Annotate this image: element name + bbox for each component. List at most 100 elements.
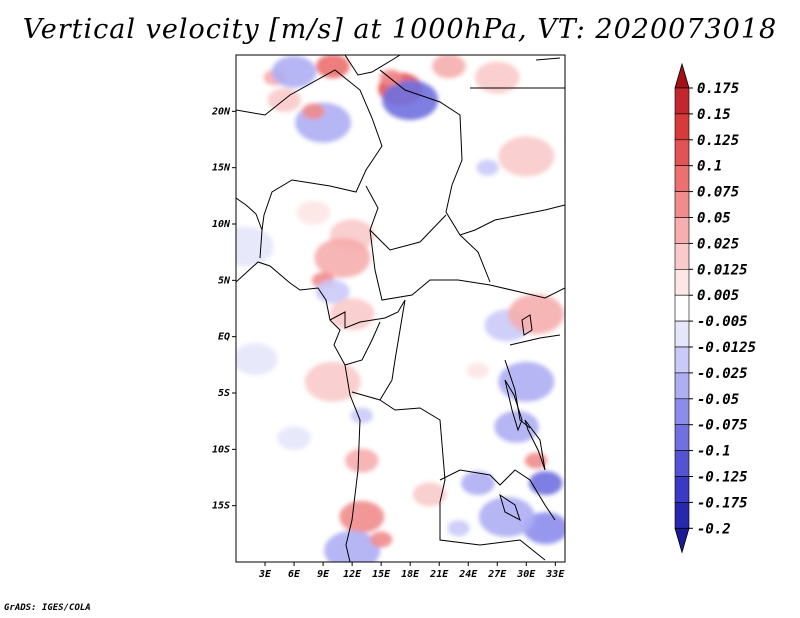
velocity-patch xyxy=(379,69,403,86)
x-tick-label: 12E xyxy=(343,569,362,580)
velocity-patch xyxy=(461,471,495,496)
lake xyxy=(521,314,533,336)
border xyxy=(329,299,406,329)
colorbar-swatch xyxy=(674,346,690,374)
coastline xyxy=(236,261,361,562)
border xyxy=(365,185,447,251)
velocity-patch xyxy=(412,482,447,507)
colorbar-label: 0.075 xyxy=(697,185,739,201)
x-tick-label: 6E xyxy=(288,569,301,580)
velocity-patch xyxy=(315,55,350,79)
border xyxy=(459,204,565,236)
velocity-patch xyxy=(447,520,470,537)
map-frame xyxy=(235,54,566,563)
y-tick-label: 10S xyxy=(212,444,230,455)
border xyxy=(369,229,565,301)
x-tick-label: 15E xyxy=(372,569,391,580)
border xyxy=(344,55,401,76)
border xyxy=(459,234,491,283)
velocity-patch xyxy=(350,407,373,424)
velocity-patch xyxy=(382,80,439,121)
colorbar-label: 0.005 xyxy=(697,288,739,304)
velocity-patch xyxy=(476,159,499,176)
y-tick-label: EQ xyxy=(218,332,230,343)
colorbar-label: -0.075 xyxy=(697,418,748,434)
y-tick-label: 20N xyxy=(211,106,231,117)
velocity-patch xyxy=(478,496,535,537)
border xyxy=(439,469,556,521)
x-axis: 3E 6E 9E 12E 15E 18E 21E 24E 27E 30E 33E xyxy=(258,562,565,580)
border xyxy=(351,391,546,561)
colorbar-label: -0.025 xyxy=(697,366,748,382)
y-tick-label: 15N xyxy=(212,163,231,174)
lake xyxy=(504,379,523,432)
velocity-patch xyxy=(304,361,361,402)
colorbar-swatch xyxy=(674,294,690,322)
footer-credit: GrADS: IGES/COLA xyxy=(4,603,91,613)
colorbar-label: -0.2 xyxy=(697,521,731,537)
colorbar-label: -0.175 xyxy=(697,495,748,511)
colorbar-swatch xyxy=(674,243,690,270)
y-tick-label: 5S xyxy=(218,388,230,399)
velocity-patch xyxy=(302,103,325,120)
colorbar-label: 0.1 xyxy=(697,159,722,175)
y-tick-label: 5N xyxy=(218,275,231,286)
border xyxy=(344,321,381,366)
colorbar-swatch xyxy=(674,217,690,244)
colorbar-label: -0.1 xyxy=(697,444,731,460)
colorbar-top-arrow xyxy=(674,62,690,89)
colorbar-swatch xyxy=(674,372,690,400)
x-tick-label: 21E xyxy=(429,569,449,580)
colorbar: 0.175 0.15 0.125 0.1 0.075 0.05 0.025 0.0125 0.0… xyxy=(674,62,756,554)
colorbar-label: -0.0125 xyxy=(697,340,756,356)
velocity-patch xyxy=(344,448,379,473)
border xyxy=(509,334,561,346)
border xyxy=(379,69,463,236)
x-tick-label: 3E xyxy=(258,569,272,580)
colorbar-swatch xyxy=(674,165,690,192)
border xyxy=(535,57,561,61)
border xyxy=(379,299,406,401)
velocity-patch xyxy=(339,500,385,533)
colorbar-swatch xyxy=(674,191,690,218)
colorbar-swatch xyxy=(674,424,690,451)
velocity-patch xyxy=(528,471,563,496)
velocity-patch xyxy=(277,426,311,451)
velocity-patch xyxy=(296,200,331,225)
colorbar-label: -0.125 xyxy=(697,470,748,486)
velocity-patch xyxy=(236,343,278,376)
border xyxy=(236,197,263,231)
colorbar-label: 0.15 xyxy=(697,107,731,123)
colorbar-swatch xyxy=(674,398,690,425)
y-axis: 20N 15N 10N 5N EQ 5S 10S 15S xyxy=(211,106,236,512)
colorbar-bottom-arrow xyxy=(674,527,690,554)
velocity-patch xyxy=(329,298,375,331)
colorbar-label: 0.125 xyxy=(697,133,739,149)
colorbar-label: 0.175 xyxy=(697,81,739,97)
velocity-patch xyxy=(466,362,490,379)
colorbar-swatch xyxy=(674,502,690,529)
chart-title: Vertical velocity [m/s] at 1000hPa, VT: … xyxy=(22,14,778,45)
colorbar-label: -0.005 xyxy=(697,314,748,330)
colorbar-swatch xyxy=(674,450,690,477)
velocity-patch xyxy=(236,226,274,267)
velocity-patch xyxy=(324,530,381,562)
lake xyxy=(524,419,546,471)
colorbar-label: 0.0125 xyxy=(697,262,748,278)
colorbar-swatch xyxy=(674,87,690,115)
velocity-patch xyxy=(498,136,555,177)
country-borders xyxy=(236,55,565,562)
colorbar-swatch xyxy=(674,139,690,167)
velocity-patch xyxy=(498,361,555,402)
colorbar-label: -0.05 xyxy=(697,392,739,408)
colorbar-swatch xyxy=(674,320,690,348)
colorbar-swatch xyxy=(674,268,690,296)
x-tick-label: 30E xyxy=(516,569,536,580)
border xyxy=(236,69,383,216)
colorbar-label: 0.025 xyxy=(697,236,739,252)
colorbar-swatch xyxy=(674,476,690,503)
velocity-patch xyxy=(474,61,520,94)
colorbar-swatch xyxy=(674,113,690,141)
y-tick-label: 10N xyxy=(212,219,231,230)
